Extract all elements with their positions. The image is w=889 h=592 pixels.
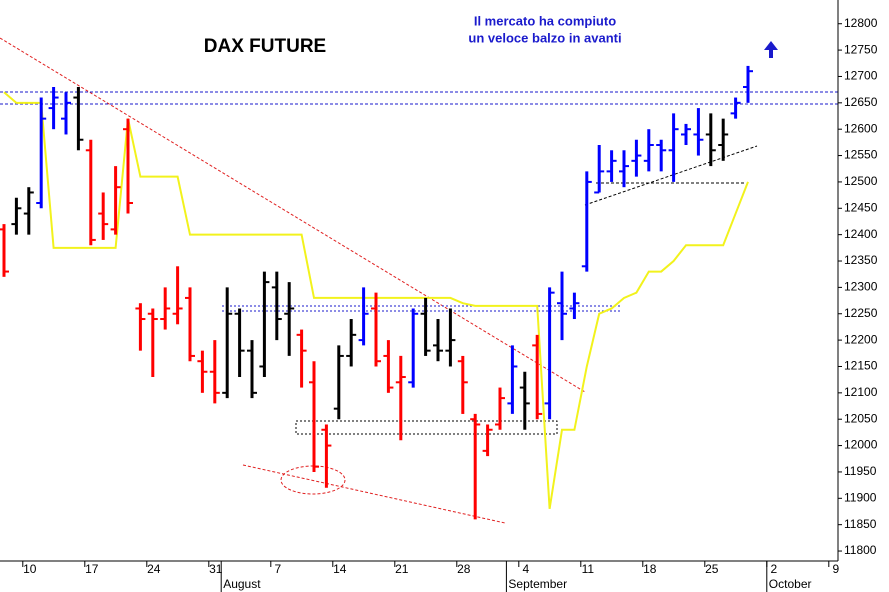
x-tick-label: 17 (85, 562, 99, 576)
x-tick-label: 25 (705, 562, 719, 576)
x-tick-label: 24 (147, 562, 161, 576)
annotation-text: un veloce balzo in avanti (468, 30, 621, 45)
x-tick-label: 28 (457, 562, 471, 576)
y-tick-label: 11900 (844, 490, 877, 504)
month-label: October (769, 577, 812, 591)
month-label: September (508, 577, 567, 591)
y-tick-label: 12250 (844, 306, 878, 320)
trend-line (242, 464, 506, 524)
y-tick-label: 11950 (844, 464, 877, 478)
x-tick-label: 21 (395, 562, 409, 576)
y-tick-label: 12000 (844, 438, 878, 452)
y-tick-label: 12200 (844, 332, 878, 346)
y-tick-label: 12050 (844, 411, 878, 425)
support-box (295, 420, 558, 435)
x-tick-label: 11 (582, 562, 595, 576)
y-tick-label: 12600 (844, 121, 878, 135)
y-tick-label: 12750 (844, 42, 878, 56)
y-tick-label: 12150 (844, 359, 878, 373)
trend-line (584, 145, 758, 206)
trend-line (0, 37, 586, 393)
y-tick-label: 12700 (844, 69, 878, 83)
y-tick-label: 12450 (844, 200, 878, 214)
y-tick-label: 12300 (844, 280, 878, 294)
y-tick-label: 11850 (844, 517, 877, 531)
x-tick-label: 31 (209, 562, 223, 576)
x-tick-label: 10 (23, 562, 37, 576)
x-tick-label: 14 (333, 562, 347, 576)
y-tick-label: 12350 (844, 253, 878, 267)
y-tick-label: 12400 (844, 227, 878, 241)
x-tick-label: 4 (522, 562, 529, 576)
x-tick-label: 7 (274, 562, 281, 576)
x-tick-label: 9 (832, 562, 839, 576)
y-tick-label: 12550 (844, 148, 878, 162)
y-tick-label: 12800 (844, 16, 878, 30)
chart-title: DAX FUTURE (204, 36, 326, 57)
up-arrow (764, 41, 778, 58)
y-tick-label: 12650 (844, 95, 878, 109)
x-tick-label: 2 (770, 562, 777, 576)
x-tick-label: 18 (643, 562, 657, 576)
month-label: August (223, 577, 261, 591)
annotations (0, 37, 838, 524)
annotation-text: Il mercato ha compiuto (474, 13, 616, 28)
y-tick-label: 11800 (844, 543, 877, 557)
y-tick-label: 12100 (844, 385, 878, 399)
y-tick-label: 12500 (844, 174, 878, 188)
